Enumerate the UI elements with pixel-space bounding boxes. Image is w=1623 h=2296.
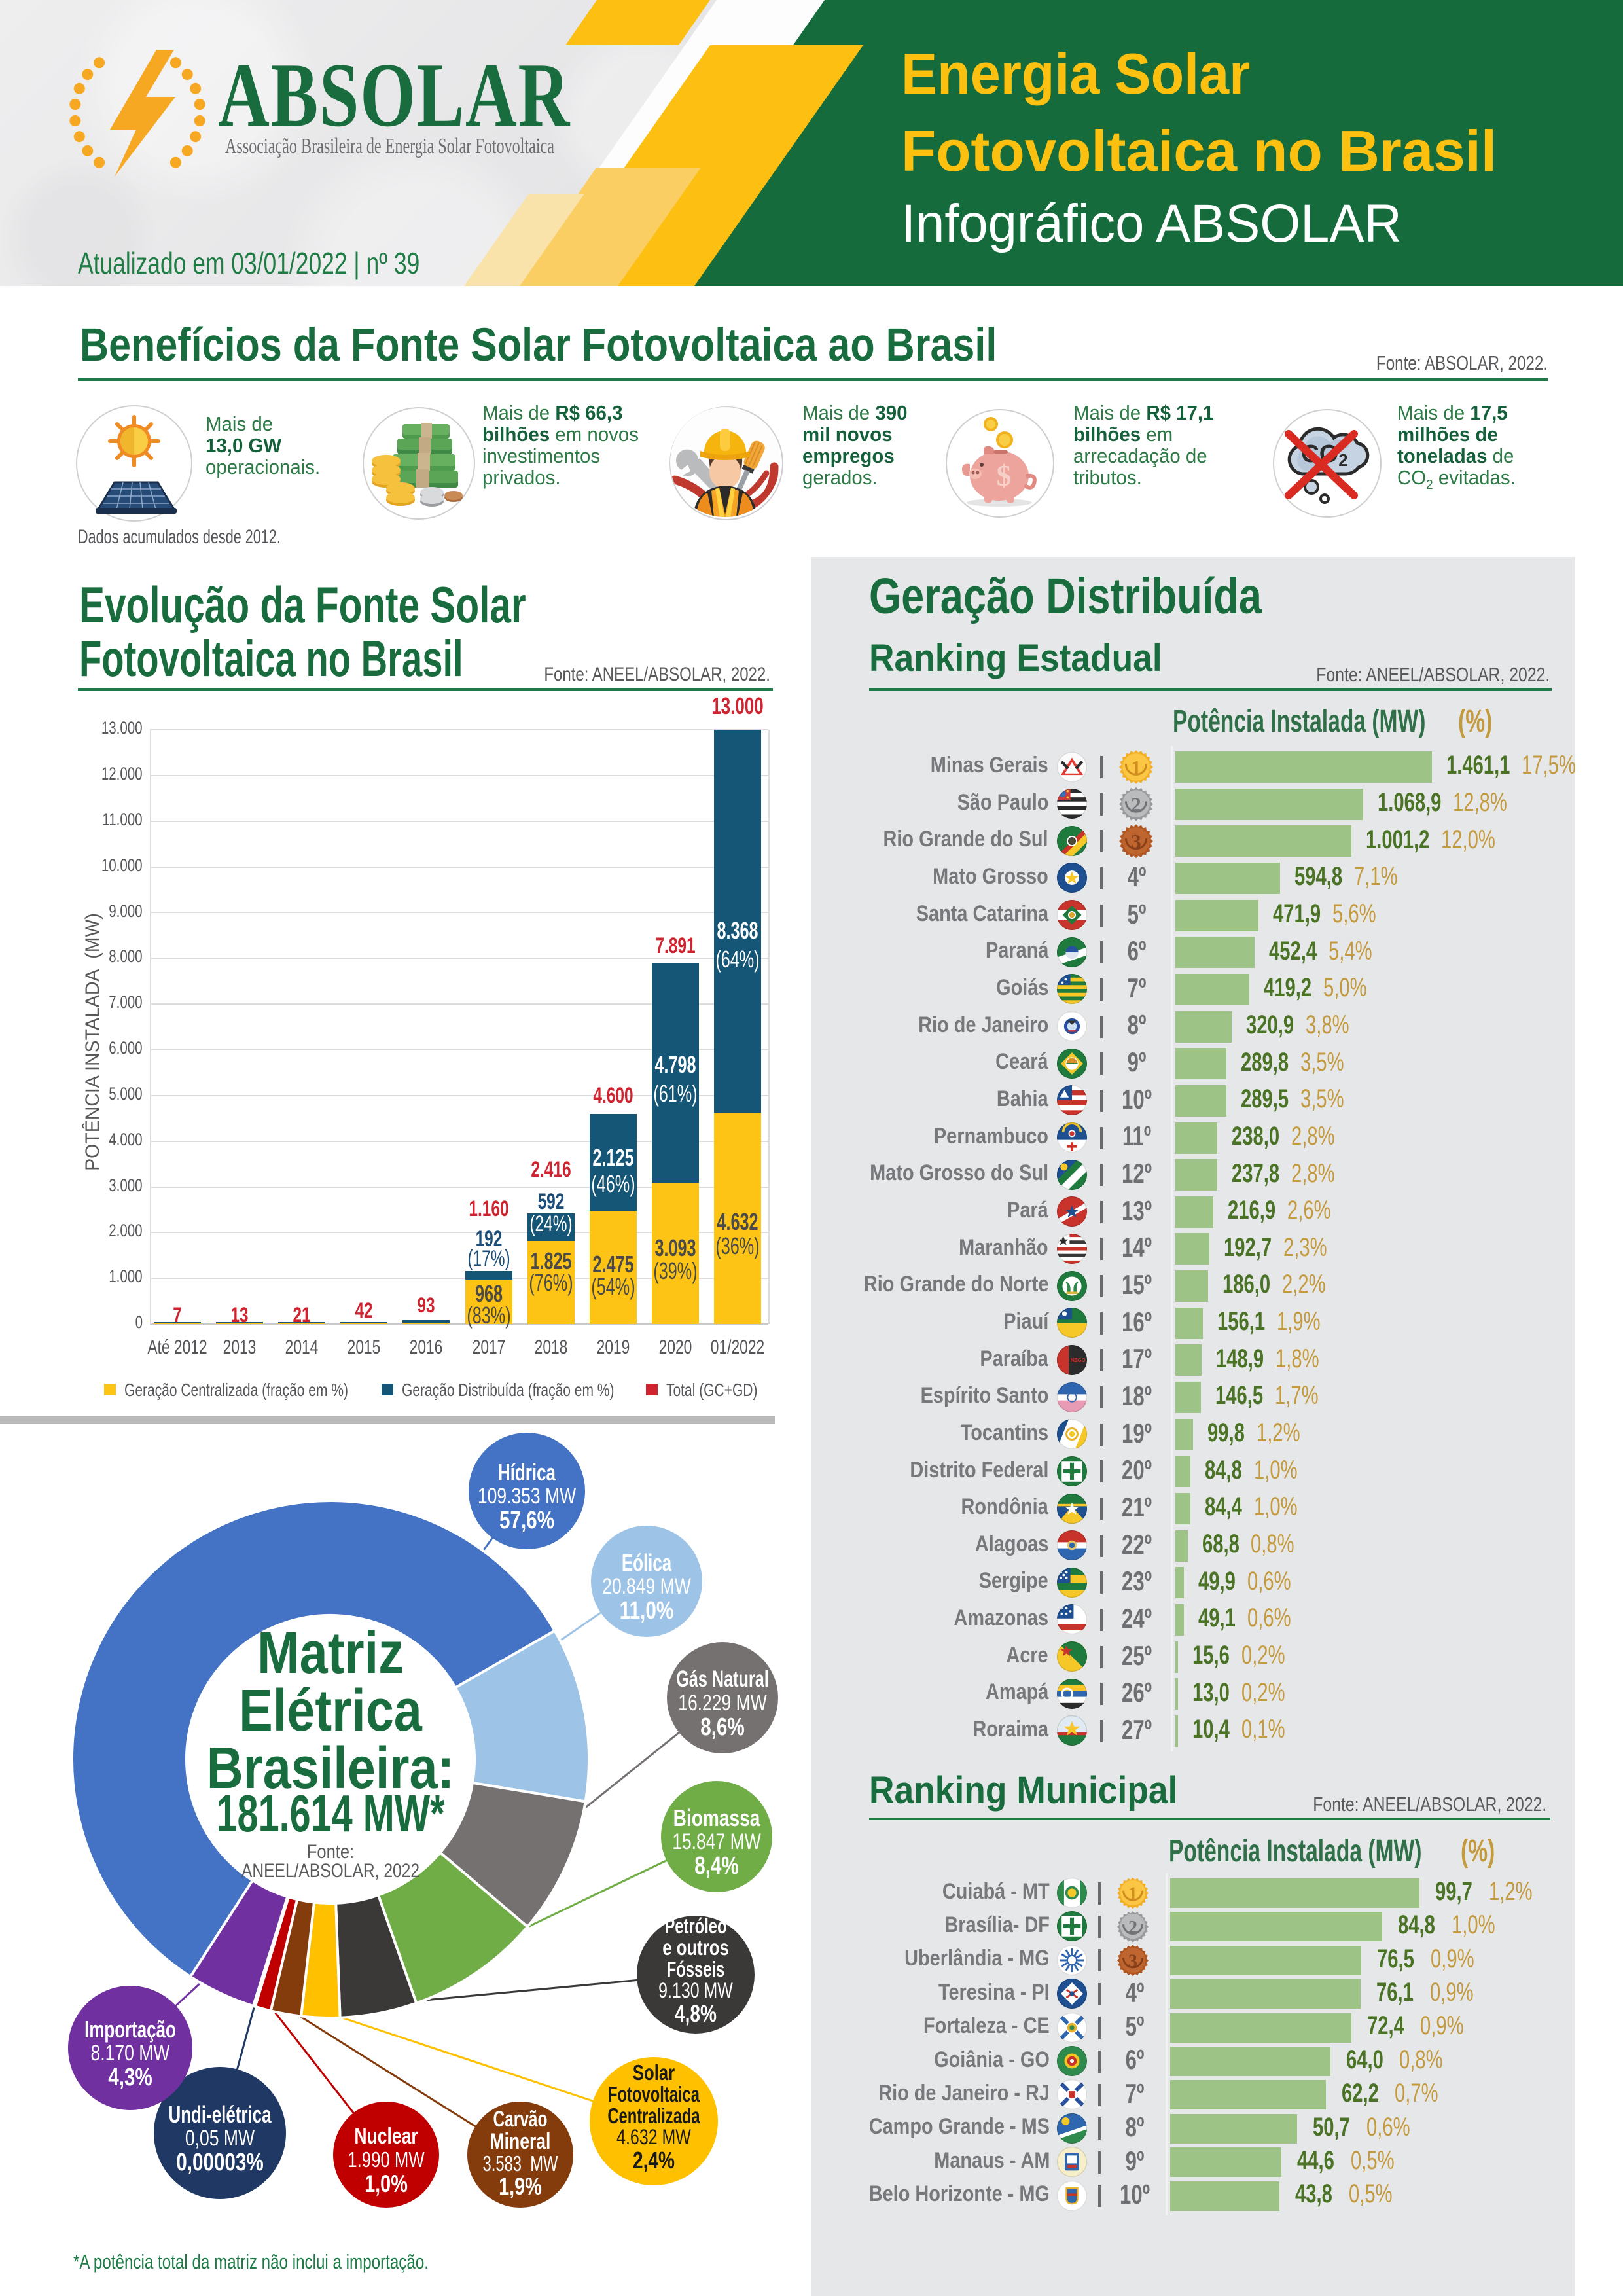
svg-text:1: 1 <box>1131 756 1141 779</box>
svg-text:3: 3 <box>1131 830 1141 853</box>
svg-text:2: 2 <box>1131 793 1141 816</box>
svg-text:1: 1 <box>1128 1884 1137 1905</box>
svg-text:2: 2 <box>1128 1918 1137 1938</box>
svg-text:3: 3 <box>1128 1951 1137 1971</box>
svg-text:$: $ <box>997 459 1012 492</box>
svg-text:NEGO: NEGO <box>1071 1357 1086 1363</box>
